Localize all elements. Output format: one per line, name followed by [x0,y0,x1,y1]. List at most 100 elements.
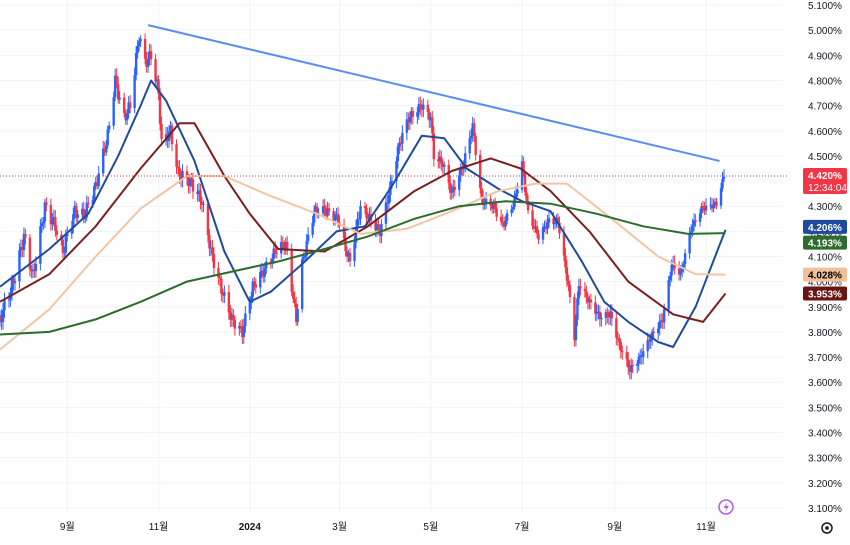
candle-body [227,292,231,313]
candle-body [637,357,640,364]
candle-body [196,191,199,195]
candle-body [703,208,706,211]
candle-body [484,199,488,205]
candle-body [472,123,476,137]
candle-body [19,246,23,251]
candle-body [112,97,115,126]
candle-body [493,203,497,209]
candle-body [567,280,570,286]
candle-body [401,132,404,144]
candle-body [176,166,180,168]
candle-body [576,298,579,320]
candle-body [115,75,118,85]
candle-body [239,325,243,327]
candle-body [220,278,223,294]
candle-body [125,113,129,121]
candle-body [51,220,54,225]
candle-body [679,271,682,275]
candle-body [692,220,696,227]
y-tick-label: 3.500% [808,403,842,414]
candle-body [544,226,548,230]
candle-body [573,296,576,341]
candle-body [136,45,139,54]
candle-body [31,269,35,272]
candle-body [148,51,151,60]
candle-body [715,201,718,206]
last-price-tag: 4.420%12:34:04 [803,168,847,195]
candle-body [323,206,326,213]
gear-icon-ring [821,522,833,534]
candle-body [91,200,94,205]
candle-body [248,302,252,314]
candle-body [670,264,673,276]
candle-body [211,247,214,255]
candle-body [464,153,467,167]
candle-body [283,244,286,251]
y-tick-label: 4.300% [808,202,842,213]
candle-body [133,75,136,109]
candle-body [305,241,308,256]
candle-body [377,224,380,228]
candle-body [411,111,415,117]
candle-body [610,311,614,319]
candles [0,33,726,380]
candle-body [233,319,237,329]
candle-body [7,299,11,301]
candle-body [93,186,96,201]
candle-body [291,291,295,299]
last-price-countdown: 12:34:04 [808,183,847,194]
y-tick-label: 4.900% [808,51,842,62]
candle-body [335,213,338,216]
candle-body [34,263,38,272]
candle-body [145,58,148,67]
candle-body [324,212,328,216]
candle-body [363,206,367,208]
candle-body [478,154,482,189]
candle-body [396,146,400,162]
candle-body [85,202,88,218]
candle-body [417,104,421,113]
candle-body [586,296,590,303]
candle-body [103,148,106,153]
candle-body [206,203,210,236]
candle-body [458,175,461,190]
last-price-value: 4.420% [808,171,842,182]
candle-body [631,364,634,366]
candle-body [408,116,412,123]
candle-body [710,204,714,209]
candle-body [618,338,621,343]
candle-body [502,223,506,227]
candle-body [143,38,147,59]
candle-body [589,299,593,303]
candle-body [107,125,111,130]
candle-body [300,259,304,310]
candle-body [250,296,253,303]
candle-body [450,191,453,193]
last-price-tag-bg [803,168,847,195]
candle-body [625,352,628,360]
candle-body [175,144,178,167]
candle-body [689,231,693,234]
candle-body [526,201,530,211]
candle-body [481,197,485,205]
candle-body [296,309,299,322]
candle-body [588,299,591,303]
candle-body [651,331,654,339]
candle-body [387,194,391,204]
y-tick-label: 3.800% [808,328,842,339]
candle-body [49,205,53,225]
lightning-icon[interactable] [718,499,734,515]
candle-body [499,216,503,222]
candle-body [254,284,257,288]
candle-body [598,311,602,320]
candle-body [122,97,126,113]
candle-body [541,227,545,240]
gear-icon[interactable] [821,522,833,534]
candle-body [516,189,519,194]
candle-body [212,254,216,269]
candle-body [139,38,142,42]
price-tag-ma4-bg [803,235,847,250]
price-tag-ma4: 4.193% [803,235,847,250]
